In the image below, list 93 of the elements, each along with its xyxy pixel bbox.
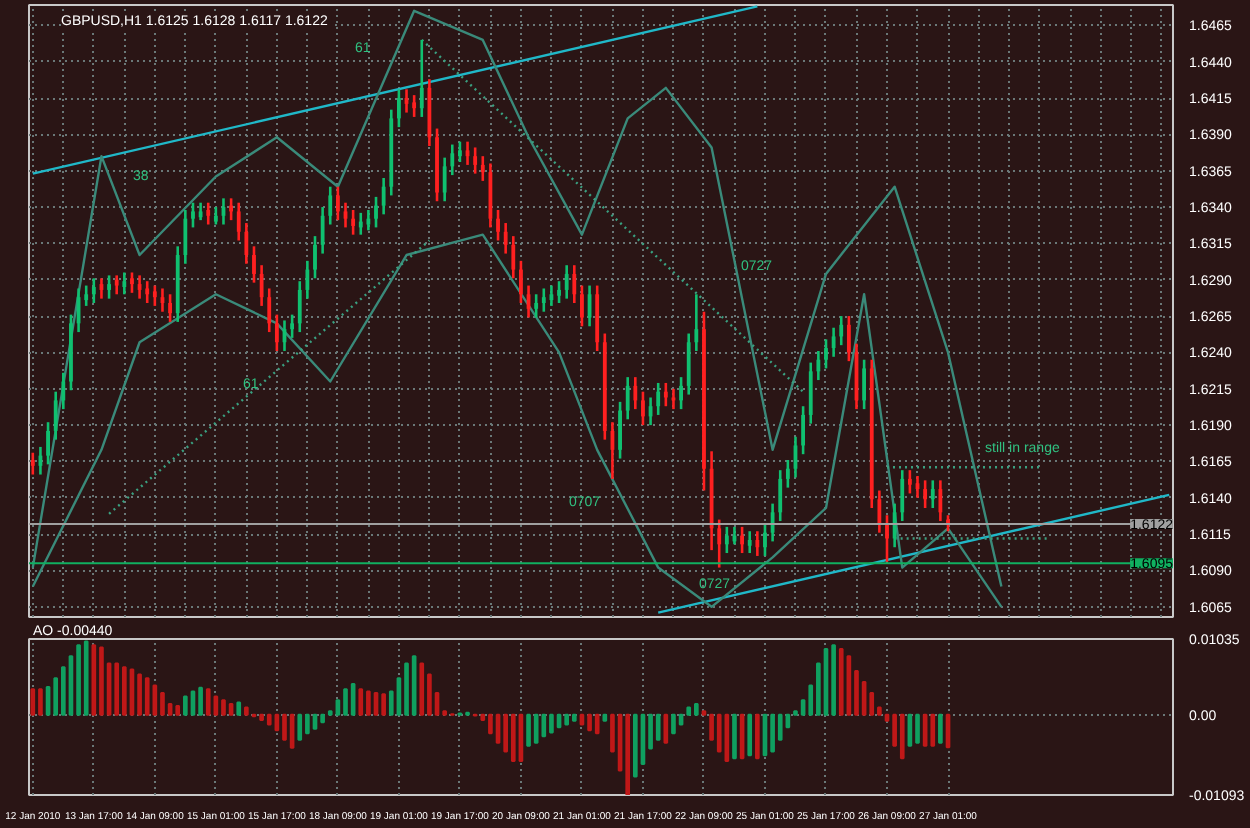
candlestick <box>770 502 775 543</box>
candlestick <box>656 381 661 417</box>
candlestick <box>747 529 752 555</box>
candlestick <box>351 208 356 236</box>
candlestick <box>145 279 150 305</box>
candlestick <box>152 284 157 308</box>
candlestick <box>358 211 363 236</box>
candlestick <box>839 314 844 347</box>
candlestick <box>61 371 66 411</box>
candlestick <box>259 263 264 308</box>
line-series <box>31 9 1003 588</box>
candlestick <box>846 314 851 363</box>
candlestick <box>274 313 279 353</box>
candlestick <box>122 271 127 296</box>
candlestick <box>396 88 401 129</box>
candlestick <box>694 292 699 353</box>
candlestick <box>702 310 706 492</box>
candlestick <box>46 420 50 466</box>
line-series <box>31 233 1003 609</box>
candlestick <box>930 479 935 510</box>
candlestick <box>808 361 813 425</box>
candlestick <box>885 513 889 564</box>
candlestick <box>831 326 836 359</box>
candlestick <box>412 93 417 119</box>
candlestick <box>435 127 439 203</box>
candlestick <box>564 263 569 300</box>
candlestick <box>534 292 539 319</box>
candlestick <box>923 479 928 510</box>
candlestick <box>168 292 172 324</box>
candlestick <box>473 146 478 175</box>
candlestick <box>191 201 195 229</box>
candlestick <box>69 313 73 392</box>
candlestick <box>519 259 523 305</box>
candlestick <box>419 38 424 119</box>
candlestick <box>541 287 546 314</box>
candlestick <box>480 154 485 183</box>
candlestick <box>107 274 111 300</box>
candlestick <box>511 234 516 280</box>
candlestick <box>907 468 912 495</box>
candlestick <box>618 400 622 460</box>
candlestick <box>717 518 722 569</box>
candlestick <box>740 525 744 555</box>
candlestick <box>900 468 905 523</box>
candlestick <box>442 156 447 203</box>
candlestick <box>305 259 310 300</box>
candlestick <box>114 274 119 296</box>
candlestick <box>785 458 790 489</box>
candlestick <box>938 479 943 523</box>
candlestick <box>130 271 134 295</box>
candlestick <box>503 221 508 255</box>
candlestick <box>892 502 897 549</box>
candlestick <box>778 468 783 523</box>
candlestick <box>30 451 35 476</box>
candlestick <box>297 279 302 334</box>
candlestick <box>236 201 241 242</box>
candlestick <box>229 197 234 222</box>
candlestick <box>458 140 462 164</box>
candlestick <box>206 201 211 226</box>
candlestick <box>686 332 691 396</box>
candlestick <box>183 208 188 266</box>
candlestick <box>801 404 806 456</box>
candlestick <box>313 234 317 280</box>
candlestick <box>877 489 882 534</box>
candlestick <box>53 390 58 441</box>
candlestick <box>755 529 760 558</box>
candlestick <box>366 208 371 232</box>
candlestick <box>824 338 828 370</box>
candlestick <box>267 287 272 334</box>
candlestick <box>580 284 584 328</box>
candlestick <box>572 263 577 305</box>
candlestick <box>91 276 96 305</box>
candlestick <box>252 245 256 284</box>
candlestick <box>320 205 325 255</box>
candlestick <box>663 381 668 408</box>
candlestick <box>450 143 455 177</box>
candlestick <box>335 185 340 222</box>
candlestick <box>862 358 867 411</box>
candlestick <box>763 522 767 558</box>
candlestick <box>633 375 638 411</box>
candlestick <box>374 195 378 229</box>
candlestick <box>496 208 500 242</box>
candlestick <box>816 349 821 382</box>
candlestick <box>84 284 89 308</box>
candlestick <box>328 185 333 226</box>
candlestick <box>641 390 645 427</box>
candlestick <box>724 525 729 555</box>
candlestick <box>595 284 600 353</box>
candlestick <box>557 279 561 305</box>
candlestick <box>679 375 683 411</box>
candlestick <box>381 176 386 216</box>
candlestick <box>625 375 630 421</box>
candlestick <box>290 313 295 340</box>
candlestick <box>244 221 249 266</box>
